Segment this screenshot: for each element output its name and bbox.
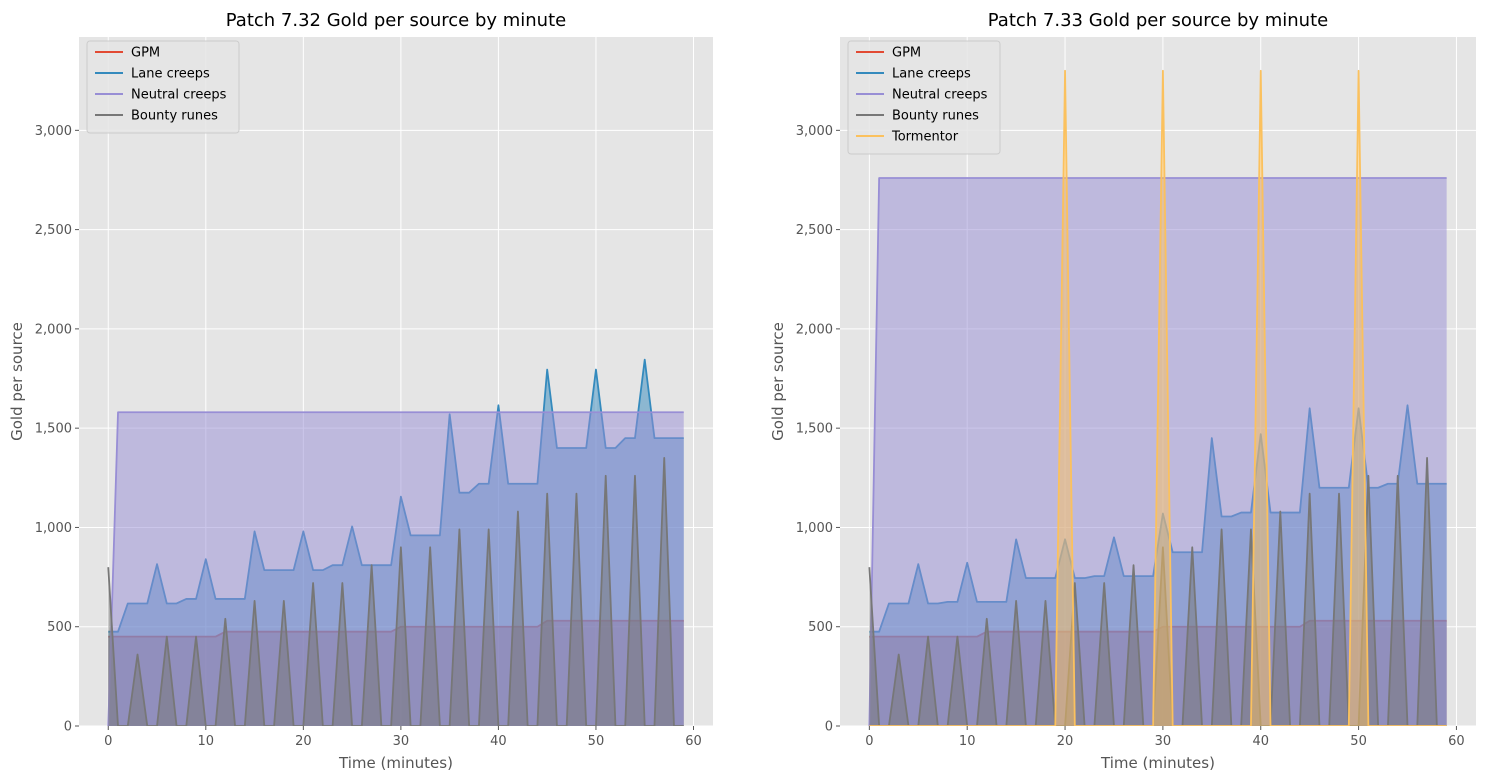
legend-label-lane-creeps: Lane creeps [131,67,210,82]
legend-label-bounty-runes: Bounty runes [131,109,218,124]
chart-title: Patch 7.33 Gold per source by minute [988,10,1328,31]
x-tick-label: 20 [1057,734,1074,749]
x-tick-label: 40 [490,734,507,749]
legend: GPM Lane creeps Neutral creeps Bounty runes [86,40,240,134]
y-tick-label: 1,000 [35,521,72,536]
legend-label-neutral-creeps: Neutral creeps [131,88,227,103]
x-axis-label: Time (minutes) [1100,754,1215,772]
x-tick-label: 10 [959,734,976,749]
x-tick-label: 0 [104,734,112,749]
y-tick-label: 2,500 [35,223,72,238]
x-tick-label: 30 [393,734,410,749]
legend-label-gpm: GPM [892,46,921,61]
series-group [107,358,684,726]
chart-panel-1: 0 10 20 30 40 50 60 0 500 1,000 1,500 2,000 2,500 3,0… [8,10,713,772]
chart-title: Patch 7.32 Gold per source by minute [226,10,566,31]
x-tick-label: 10 [198,734,215,749]
y-tick-label: 0 [825,720,833,735]
legend-label-lane-creeps: Lane creeps [892,67,971,82]
y-tick-label: 2,500 [796,223,833,238]
series-line-tormentor [869,69,1447,726]
series-area-bounty-runes [869,457,1447,726]
x-tick-label: 60 [1448,734,1465,749]
y-tick-label: 1,500 [35,422,72,437]
x-tick-label: 30 [1155,734,1172,749]
series-group [868,69,1447,726]
legend-box [86,40,240,134]
y-tick-label: 0 [64,720,72,735]
chart-panel-2: 0 10 20 30 40 50 60 0 500 1,000 1,500 2,000 2,500 3,0… [769,10,1476,772]
y-tick-label: 3,000 [796,124,833,139]
y-tick-label: 500 [47,620,72,635]
x-tick-label: 20 [295,734,312,749]
x-axis-label: Time (minutes) [338,754,453,772]
y-tick-label: 2,000 [796,322,833,337]
y-axis-label: Gold per source [769,322,787,441]
series-area-tormentor [869,70,1447,726]
y-tick-label: 1,500 [796,422,833,437]
legend-box [847,40,1001,155]
y-tick-label: 1,000 [796,521,833,536]
x-tick-label: 50 [1350,734,1367,749]
series-area-bounty-runes [108,457,684,726]
legend-label-neutral-creeps: Neutral creeps [892,88,988,103]
legend-label-tormentor: Tormentor [891,130,959,145]
x-tick-label: 60 [685,734,702,749]
series-line-bounty-runes [107,457,684,726]
x-tick-label: 0 [865,734,873,749]
legend: GPM Lane creeps Neutral creeps Bounty runes… [847,40,1001,155]
y-tick-label: 3,000 [35,124,72,139]
y-axis-label: Gold per source [8,322,26,441]
legend-label-gpm: GPM [131,46,160,61]
series-line-neutral-creeps [868,177,1447,726]
y-tick-label: 500 [808,620,833,635]
x-tick-label: 40 [1252,734,1269,749]
y-tick-label: 2,000 [35,322,72,337]
x-tick-label: 50 [588,734,605,749]
legend-label-bounty-runes: Bounty runes [892,109,979,124]
